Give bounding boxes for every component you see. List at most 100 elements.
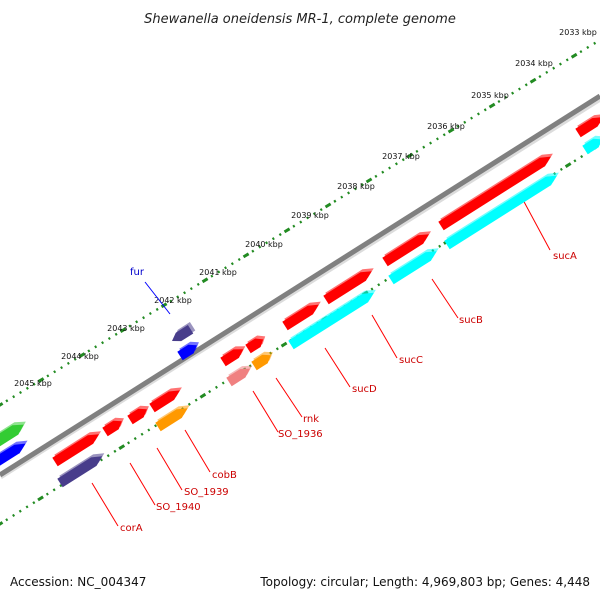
outer-scale-dot bbox=[155, 307, 159, 311]
outer-scale-dot bbox=[224, 266, 228, 270]
sucD-gene[interactable] bbox=[282, 304, 319, 331]
outer-scale-dot bbox=[517, 87, 521, 91]
outer-scale-dot bbox=[381, 170, 385, 174]
gene-label-sucD: sucD bbox=[352, 384, 377, 395]
SO_1936-pink-gene[interactable] bbox=[226, 368, 251, 387]
outer-scale-dot bbox=[579, 50, 583, 54]
inner-scale-dot bbox=[370, 287, 374, 291]
rnk-gene[interactable] bbox=[245, 338, 264, 354]
tick-label-2035: 2035 kbp bbox=[471, 91, 509, 100]
inner-scale-dot bbox=[275, 347, 279, 351]
outer-scale-dot bbox=[422, 145, 426, 149]
outer-scale-tick bbox=[119, 327, 127, 333]
corA-gene[interactable] bbox=[52, 434, 99, 467]
gene-label-cobB: cobB bbox=[212, 470, 237, 481]
outer-scale-dot bbox=[401, 158, 405, 162]
outer-scale-dot bbox=[353, 187, 357, 191]
outer-scale-dot bbox=[565, 58, 569, 62]
inner-scale-dot bbox=[99, 458, 103, 462]
gene-label-sucA: sucA bbox=[553, 251, 577, 262]
tick-label-2044: 2044 kbp bbox=[61, 352, 99, 361]
outer-scale-dots bbox=[0, 41, 597, 407]
outer-scale-dot bbox=[189, 287, 193, 291]
outer-scale-dot bbox=[524, 83, 528, 87]
outer-scale-dot bbox=[483, 108, 487, 112]
outer-scale-dot bbox=[312, 212, 316, 216]
tick-label-2045: 2045 kbp bbox=[14, 379, 52, 388]
outer-scale-dot bbox=[306, 216, 310, 220]
outer-scale-dot bbox=[32, 382, 36, 386]
outer-scale-dot bbox=[251, 249, 255, 253]
SO_1939-gene[interactable] bbox=[127, 408, 147, 425]
outer-scale-dot bbox=[552, 66, 556, 70]
leader-line-sucB bbox=[431, 278, 459, 319]
outer-scale-dot bbox=[210, 274, 214, 278]
outer-scale-dot bbox=[593, 41, 597, 45]
leader-line-sucC bbox=[371, 314, 398, 359]
outer-scale-dot bbox=[148, 311, 152, 316]
outer-scale-dot bbox=[388, 166, 392, 170]
sucA-cyan-gene[interactable] bbox=[444, 175, 557, 250]
sucC-gene[interactable] bbox=[323, 271, 372, 305]
scale-tick-labels: 2033 kbp 2034 kbp 2035 kbp 2036 kbp 2037… bbox=[14, 28, 597, 388]
sucA-gene[interactable] bbox=[438, 156, 551, 231]
leader-line-SO_1939 bbox=[156, 447, 183, 491]
tick-label-2033: 2033 kbp bbox=[559, 28, 597, 37]
corA-purple-gene[interactable] bbox=[57, 456, 103, 488]
leader-lines bbox=[91, 197, 551, 527]
inner-scale-dot bbox=[214, 385, 218, 389]
outer-scale-dot bbox=[53, 370, 57, 374]
gene-label-sucC: sucC bbox=[399, 355, 423, 366]
inner-scale-dot bbox=[559, 167, 563, 171]
outer-scale-dot bbox=[12, 395, 16, 399]
sucB-cyan-gene[interactable] bbox=[388, 251, 437, 285]
tick-label-2041: 2041 kbp bbox=[199, 268, 237, 277]
outer-scale-dot bbox=[476, 112, 480, 116]
tick-label-2039: 2039 kbp bbox=[291, 211, 329, 220]
outer-scale-dot bbox=[114, 332, 118, 336]
outer-scale-dot bbox=[60, 366, 64, 370]
inner-scale-dot bbox=[45, 492, 49, 496]
leader-line-fur bbox=[144, 281, 171, 315]
inner-scale-tick bbox=[280, 341, 288, 348]
cobB-fwd-gene[interactable] bbox=[149, 390, 180, 413]
sucD-cyan-gene[interactable] bbox=[288, 292, 374, 350]
inner-scale-dot bbox=[154, 424, 158, 428]
inner-scale-dot bbox=[377, 283, 381, 287]
outer-scale-dot bbox=[497, 99, 501, 104]
outer-scale-dot bbox=[87, 349, 91, 353]
fur-blue-gene[interactable] bbox=[177, 344, 197, 361]
tick-label-2038: 2038 kbp bbox=[337, 182, 375, 191]
outer-scale-dot bbox=[347, 191, 351, 195]
outer-scale-tick bbox=[570, 52, 578, 59]
gene-label-corA: corA bbox=[120, 523, 143, 534]
sucA-cont-gene[interactable] bbox=[575, 117, 600, 138]
outer-scale-tick bbox=[37, 377, 45, 383]
sucB-gene[interactable] bbox=[382, 234, 429, 267]
genome-backbone bbox=[0, 93, 600, 478]
outer-scale-dot bbox=[292, 224, 296, 228]
green-partial-gene[interactable] bbox=[0, 424, 24, 451]
outer-scale-dot bbox=[73, 357, 77, 361]
outer-scale-tick bbox=[201, 277, 209, 284]
SO_1936-gene[interactable] bbox=[220, 349, 244, 367]
blue-partial-gene[interactable] bbox=[0, 443, 26, 471]
tick-label-2037: 2037 kbp bbox=[382, 152, 420, 161]
SO_1940-gene[interactable] bbox=[102, 420, 122, 437]
inner-scale-dot bbox=[25, 505, 29, 509]
outer-scale-tick bbox=[242, 252, 250, 259]
outer-scale-dot bbox=[128, 324, 132, 328]
fur-gene[interactable] bbox=[172, 325, 194, 342]
outer-scale-dot bbox=[142, 316, 146, 320]
outer-scale-dot bbox=[196, 282, 200, 286]
outer-scale-dot bbox=[333, 199, 337, 203]
outer-scale-tick bbox=[406, 152, 414, 159]
outer-scale-dot bbox=[5, 399, 9, 403]
cobB-gene[interactable] bbox=[155, 408, 188, 432]
outer-scale-dot bbox=[217, 270, 221, 274]
sucA-cyan-cont-gene[interactable] bbox=[582, 138, 600, 155]
inner-scale-dot bbox=[32, 501, 36, 505]
rnk-orange-gene[interactable] bbox=[251, 354, 271, 371]
inner-scale-dot bbox=[113, 449, 117, 453]
outer-scale-dot bbox=[230, 262, 234, 266]
